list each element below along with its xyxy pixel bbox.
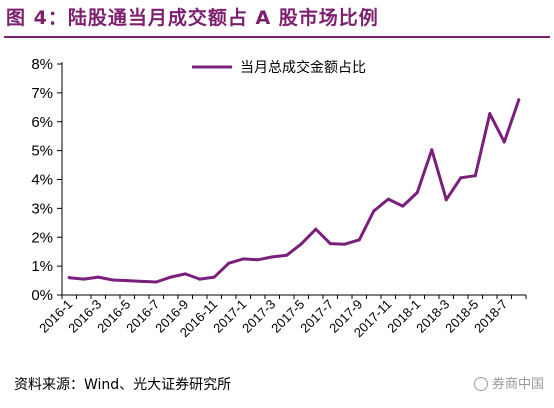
y-axis-ticks: 0% 1% 2% 3% 4% 5% 6% 7% 8% bbox=[31, 56, 62, 304]
data-point bbox=[488, 112, 492, 116]
wechat-icon bbox=[473, 377, 488, 391]
data-point bbox=[67, 276, 71, 280]
data-point bbox=[328, 242, 332, 246]
y-tick-label: 8% bbox=[31, 56, 53, 73]
data-point bbox=[140, 279, 144, 283]
data-point bbox=[154, 280, 158, 284]
data-point bbox=[125, 279, 129, 283]
data-point bbox=[270, 255, 274, 259]
x-axis-ticks: 2016-12016-32016-52016-72016-92016-11201… bbox=[36, 295, 527, 340]
data-point bbox=[357, 238, 361, 242]
data-point bbox=[285, 253, 289, 257]
title-divider bbox=[4, 36, 550, 38]
data-point bbox=[401, 204, 405, 208]
data-point bbox=[111, 278, 115, 282]
y-tick-label: 4% bbox=[31, 172, 53, 189]
data-point bbox=[459, 176, 463, 180]
series-group bbox=[67, 98, 521, 284]
data-point bbox=[314, 227, 318, 231]
y-tick-label: 2% bbox=[31, 229, 53, 246]
y-tick-label: 1% bbox=[31, 258, 53, 275]
data-point bbox=[473, 174, 477, 178]
data-point bbox=[82, 277, 86, 281]
data-point bbox=[212, 275, 216, 279]
data-point bbox=[444, 198, 448, 202]
chart-legend: 当月总成交金额占比 bbox=[192, 59, 366, 76]
chart-axes bbox=[61, 62, 526, 296]
data-point bbox=[415, 190, 419, 194]
data-point bbox=[299, 242, 303, 246]
data-point bbox=[241, 257, 245, 261]
figure-title: 图 4：陆股通当月成交额占 A 股市场比例 bbox=[6, 7, 379, 29]
x-tick-label: 2018-7 bbox=[471, 297, 510, 336]
data-point bbox=[256, 258, 260, 262]
source-note: 资料来源：Wind、光大证券研究所 bbox=[14, 377, 232, 393]
line-chart: 0% 1% 2% 3% 4% 5% 6% 7% 8% 2016-12016-32016-5201… bbox=[31, 56, 527, 340]
data-point bbox=[227, 261, 231, 265]
watermark: 券商中国 bbox=[473, 374, 544, 396]
data-point bbox=[517, 98, 521, 102]
data-point bbox=[183, 272, 187, 276]
data-point bbox=[430, 148, 434, 152]
watermark-text: 券商中国 bbox=[491, 377, 544, 392]
y-tick-label: 3% bbox=[31, 200, 53, 217]
data-point bbox=[386, 197, 390, 201]
data-point bbox=[372, 209, 376, 213]
y-tick-label: 0% bbox=[31, 287, 53, 304]
data-point bbox=[169, 275, 173, 279]
legend-label: 当月总成交金额占比 bbox=[240, 59, 366, 76]
y-tick-label: 6% bbox=[31, 114, 53, 131]
data-point bbox=[198, 277, 202, 281]
y-tick-label: 7% bbox=[31, 85, 53, 102]
y-tick-label: 5% bbox=[31, 143, 53, 160]
series-line bbox=[67, 98, 521, 284]
data-point bbox=[96, 275, 100, 279]
data-point bbox=[343, 242, 347, 246]
data-point bbox=[502, 140, 506, 144]
